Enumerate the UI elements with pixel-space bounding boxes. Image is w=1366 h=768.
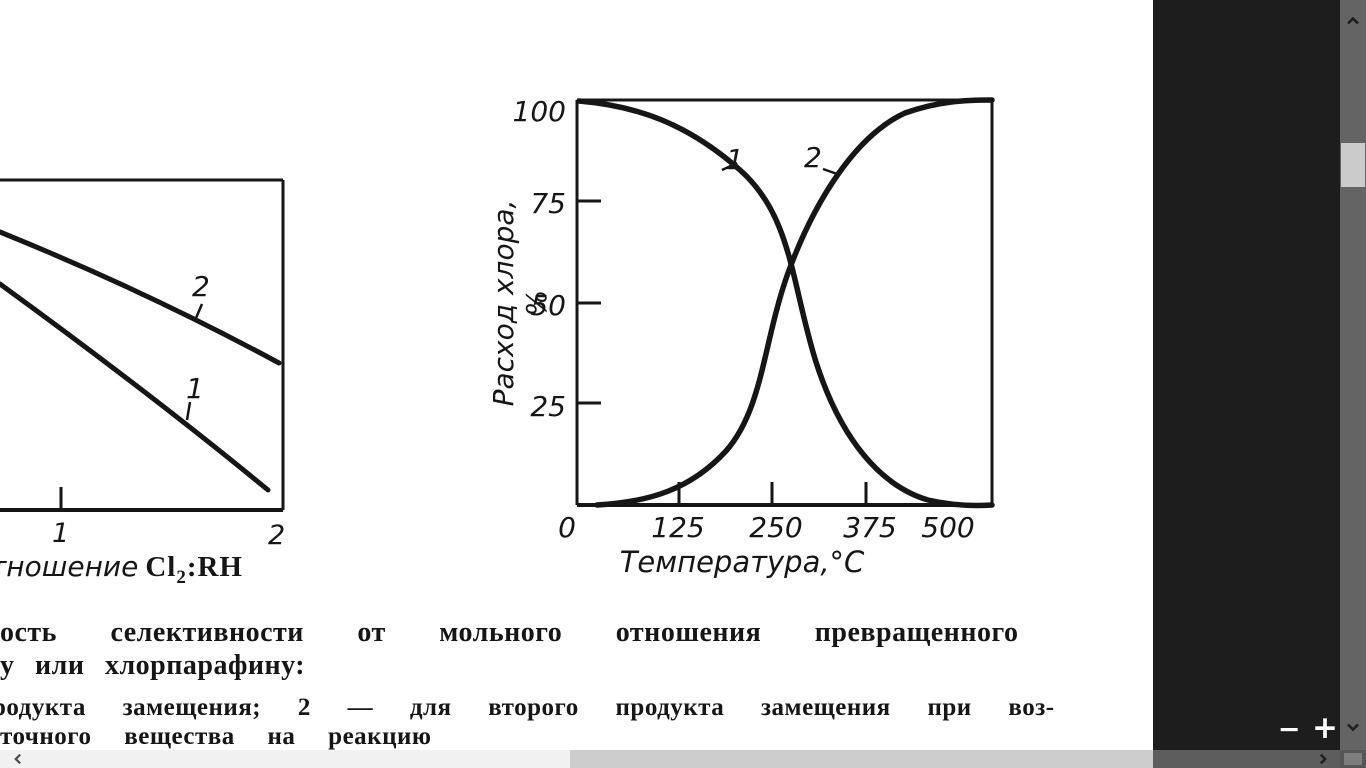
left-x-tick-label-2: 2 [268,520,286,551]
x-tick-label-375: 375 [843,511,897,544]
x-tick-label-0: 0 [558,511,576,544]
right-chart-figure: 100 75 50 25 0 125 250 375 500 1 2 Темпе… [460,85,1020,605]
y-tick-label-25: 25 [530,390,566,423]
right-chart-canvas [575,97,995,509]
right-x-axis-title: Температура,°C [619,545,865,579]
caption-line-3: родукта замещения; 2 — для второго проду… [0,694,1055,721]
zoom-out-button[interactable]: − [1274,716,1304,743]
chevron-up-icon [1347,16,1359,25]
right-curve-1-leader [721,161,738,172]
right-curve-2-label: 2 [804,141,822,174]
vertical-scrollbar-thumb[interactable] [1341,143,1365,187]
chevron-down-icon [1347,723,1359,732]
right-y-axis-title: Расход хлора, % [487,199,553,407]
y-tick-label-75: 75 [530,187,566,220]
horizontal-scrollbar[interactable] [0,750,1153,768]
scroll-left-button[interactable] [8,751,28,767]
right-curve-2-line [594,97,995,508]
scroll-up-button[interactable] [1340,8,1366,34]
right-curve-1-label: 1 [726,143,744,176]
left-curve-1-label: 1 [186,372,204,405]
left-x-axis-formula: Cl2:RH [145,551,243,588]
caption-line-4: точного вещества на реакцию [0,723,432,750]
left-curve-1-line [0,281,271,493]
caption-line-1: ость селективности от мольного отношения… [0,617,1019,648]
left-chart-canvas [0,178,285,512]
y-tick-label-100: 100 [512,95,566,128]
left-x-tick-label-1: 1 [52,518,70,549]
left-chart-figure: 2 1 1 2 тношение Cl2:RH [0,170,300,610]
zoom-in-button[interactable]: + [1309,712,1341,744]
left-x-axis-title-word: тношение [0,550,139,583]
left-curve-2-label: 2 [192,270,210,303]
caption-line-2: у или хлорпарафину: [0,650,306,681]
chevron-left-icon [14,753,21,765]
left-curve-1-leader [185,401,192,421]
right-curve-1-line [576,98,995,509]
x-tick-label-500: 500 [921,511,975,544]
horizontal-scrollbar-dark-section[interactable] [1153,750,1340,768]
x-tick-label-250: 250 [749,511,803,544]
scroll-right-button[interactable] [1313,751,1333,767]
left-curve-2-line [0,229,282,366]
vertical-scrollbar[interactable] [1340,0,1366,750]
left-curve-2-leader [194,303,204,319]
x-tick-label-125: 125 [651,511,705,544]
scroll-down-button[interactable] [1340,714,1366,740]
y-tick-label-50: 50 [530,289,566,322]
right-curve-2-leader [822,167,841,177]
horizontal-scrollbar-thumb[interactable] [570,750,1153,768]
chevron-right-icon [1319,753,1327,765]
document-page: 2 1 1 2 тношение Cl2:RH [0,85,1055,750]
scrollbar-corner-box [1344,753,1362,765]
scrollbar-corner [1340,750,1366,768]
viewer-background-panel [1153,0,1340,750]
left-x-axis-title: тношение Cl2:RH [0,550,243,589]
